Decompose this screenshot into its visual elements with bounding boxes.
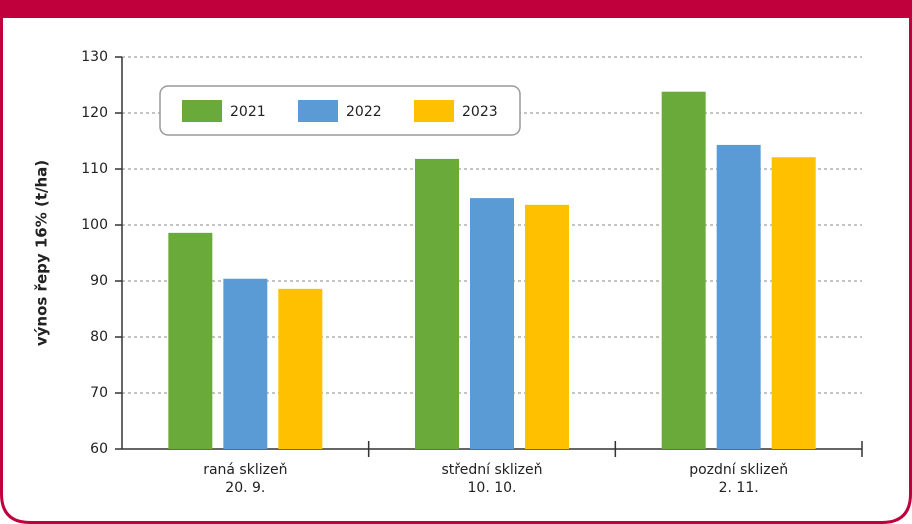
y-tick-label: 120: [81, 105, 108, 121]
bar: [661, 91, 706, 449]
bar: [470, 198, 514, 449]
legend-box: [159, 85, 521, 136]
bar: [223, 278, 268, 449]
y-tick-label: 60: [90, 441, 108, 457]
legend-swatch: [414, 100, 454, 122]
y-tick-label: 130: [81, 49, 108, 65]
x-tick-label: 20. 9.: [225, 480, 265, 496]
y-tick-label: 70: [90, 385, 108, 401]
legend-swatch: [182, 100, 222, 122]
bar: [168, 232, 213, 449]
y-tick-label: 80: [90, 329, 108, 345]
bar: [771, 157, 816, 450]
x-tick-label: raná sklizeň: [203, 462, 287, 478]
header-band: [0, 0, 912, 18]
legend-swatch: [298, 100, 338, 122]
y-tick-label: 90: [90, 273, 108, 289]
legend-label: 2021: [230, 104, 266, 120]
x-tick-label: 2. 11.: [719, 480, 759, 496]
y-tick-label: 100: [81, 217, 108, 233]
bar: [415, 158, 459, 450]
bar: [716, 144, 761, 450]
y-tick-label: 110: [81, 161, 108, 177]
legend-label: 2022: [346, 104, 382, 120]
bar: [525, 204, 569, 449]
legend-label: 2023: [462, 104, 498, 120]
x-tick-label: 10. 10.: [468, 480, 517, 496]
bar: [278, 288, 323, 449]
x-tick-label: střední sklizeň: [442, 462, 543, 478]
x-tick-label: pozdní sklizeň: [689, 462, 788, 478]
y-axis-label: výnos řepy 16% (t/ha): [33, 160, 51, 346]
